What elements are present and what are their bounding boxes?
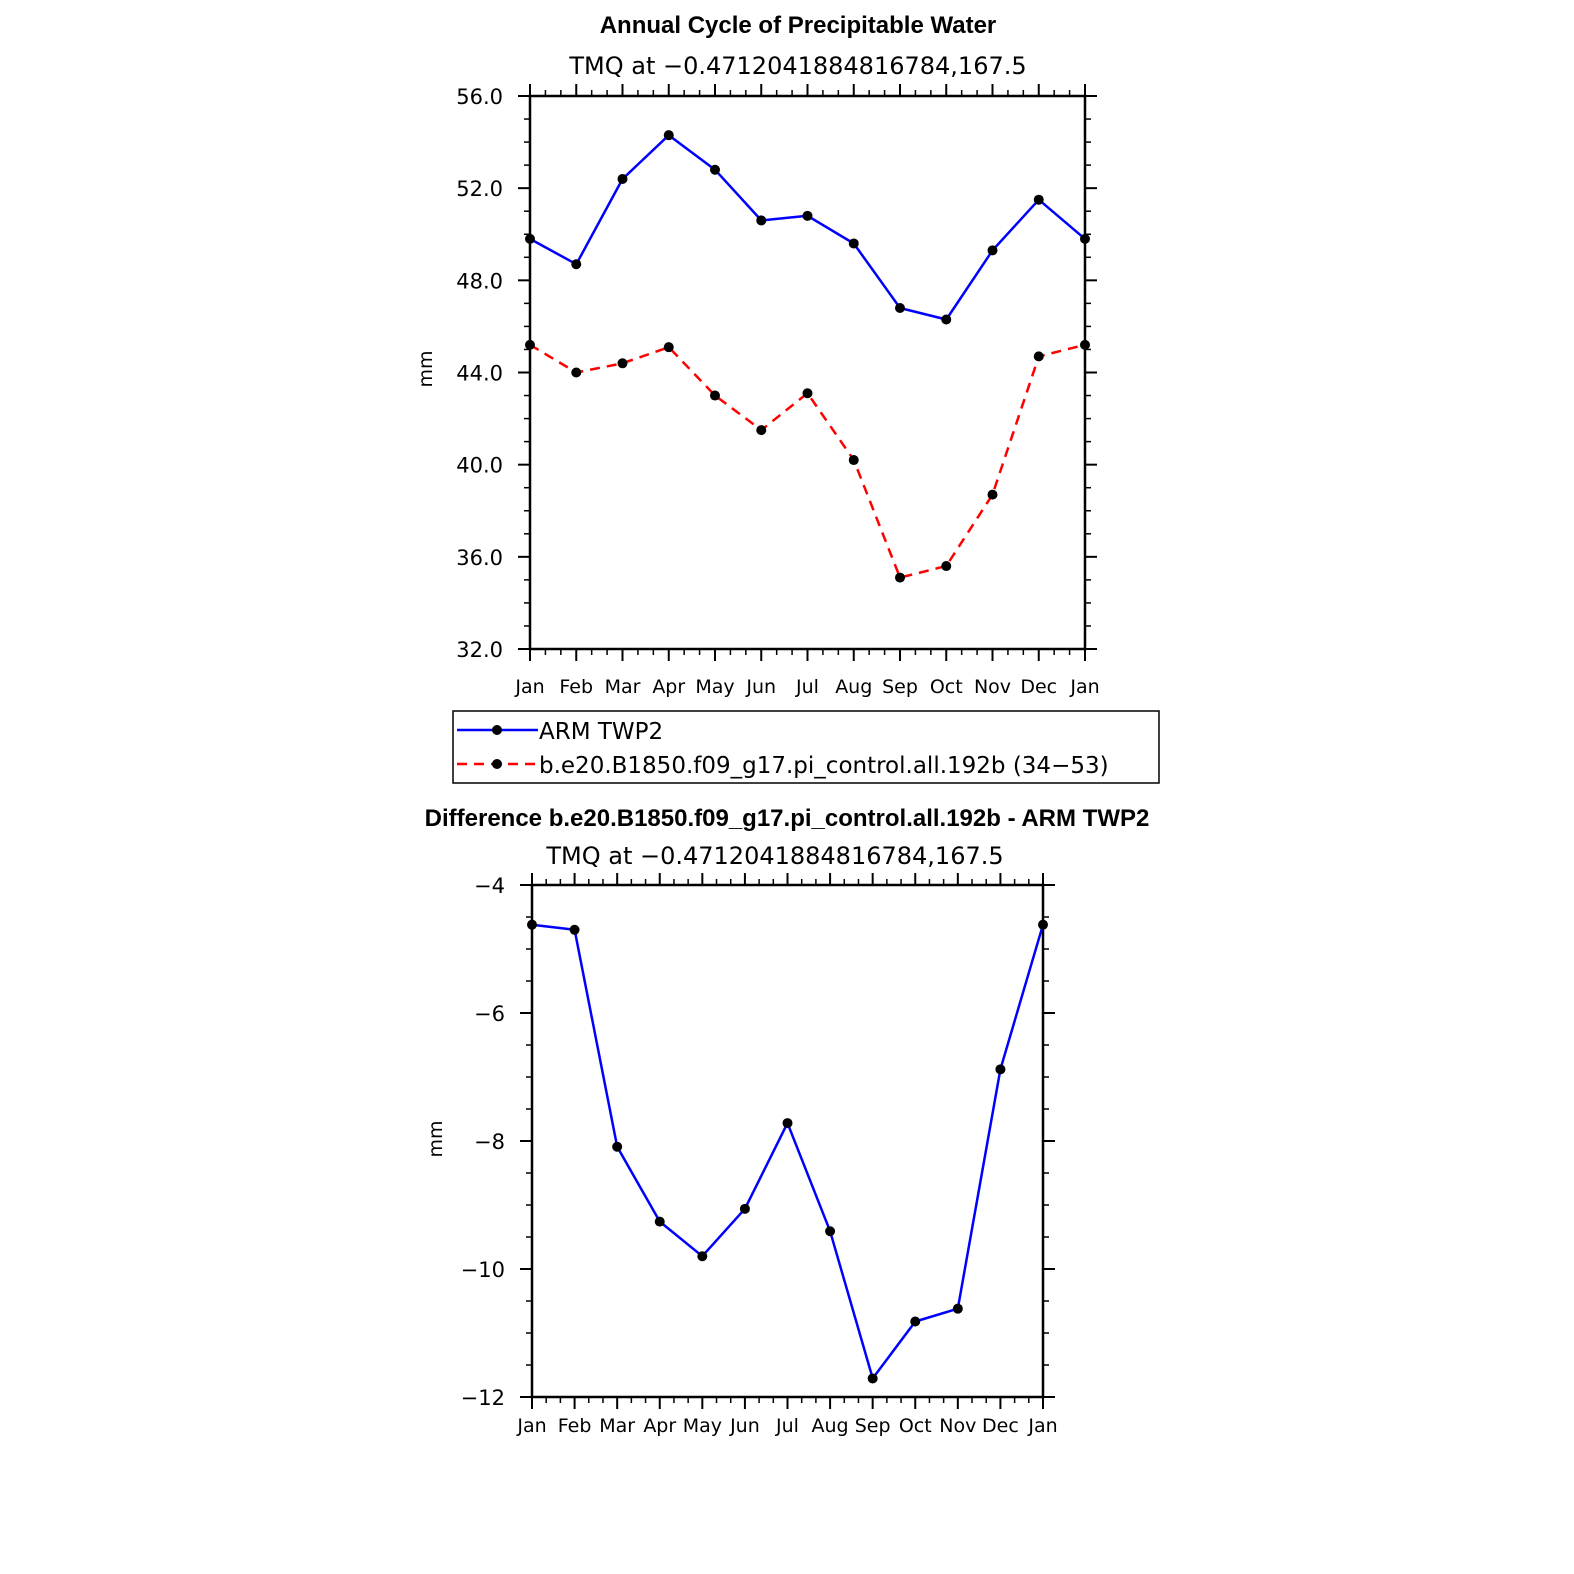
legend-marker-model [492,759,502,769]
data-point [802,388,813,399]
series-line-0 [529,133,1086,321]
x-tick-label: Sep [855,1415,891,1437]
chart-title: Difference b.e20.B1850.f09_g17.pi_contro… [425,805,1150,832]
chart-title: Annual Cycle of Precipitable Water [600,12,997,39]
y-tick-label: −6 [474,1002,505,1026]
series-line-0 [531,923,1045,1380]
y-axis-label: mm [415,350,437,387]
data-point [802,210,813,221]
plot-frame [528,94,1087,651]
data-point [825,1226,836,1237]
annual-cycle-chart: Annual Cycle of Precipitable Water TMQ a… [415,12,1100,698]
data-point [617,358,628,369]
y-tick-label: 44.0 [456,362,503,386]
x-tick-label: May [683,1415,722,1437]
data-point [1038,919,1048,930]
x-tick-label: Feb [559,676,593,698]
x-tick-label: Jul [795,676,819,698]
data-point [952,1303,963,1314]
data-point [1033,194,1044,205]
x-tick-label: Dec [1020,676,1057,698]
x-tick-label: Oct [930,676,963,698]
legend-label-model: b.e20.B1850.f09_g17.pi_control.all.192b … [539,753,1109,779]
y-tick-label: 36.0 [456,546,503,570]
data-point [941,561,952,572]
data-point [756,425,767,436]
y-tick-label: 56.0 [456,85,503,109]
difference-chart: Difference b.e20.B1850.f09_g17.pi_contro… [425,805,1150,1437]
data-point [739,1203,750,1214]
data-point [663,130,674,141]
legend-marker-arm [492,725,502,735]
data-point [710,164,720,175]
x-tick-label: Aug [812,1415,849,1437]
x-tick-label: Dec [982,1415,1019,1437]
y-tick-label: 32.0 [456,638,503,662]
data-point [848,455,859,466]
y-tick-label: −12 [461,1386,505,1410]
data-point [941,314,952,325]
data-point [697,1251,708,1262]
data-point [1080,339,1090,350]
x-tick-label: Jan [1027,1415,1057,1437]
data-point [525,233,535,244]
y-tick-label: 52.0 [456,177,503,201]
data-point [848,238,859,249]
x-tick-label: Nov [939,1415,976,1437]
x-tick-label: Feb [558,1415,592,1437]
data-point [895,302,905,313]
y-tick-label: 40.0 [456,454,503,478]
x-tick-label: Mar [599,1415,635,1437]
x-tick-label: Apr [643,1415,676,1437]
data-point [612,1141,623,1152]
legend-label-arm: ARM TWP2 [539,719,663,745]
x-tick-label: Sep [882,676,918,698]
data-point [617,173,628,184]
legend-frame [452,710,1160,784]
x-tick-label: Nov [974,676,1011,698]
x-tick-label: Apr [652,676,685,698]
data-point [895,572,905,583]
data-point [571,259,582,270]
x-tick-label: Jun [729,1415,760,1437]
data-point [571,367,582,378]
data-point [525,339,535,350]
data-point [710,390,720,401]
y-tick-label: −4 [474,874,505,898]
y-axis-label: mm [425,1120,447,1157]
data-point [910,1316,921,1327]
x-tick-label: Jun [745,676,776,698]
data-point [995,1064,1006,1075]
x-tick-label: Mar [605,676,641,698]
data-point [1033,351,1044,362]
x-tick-label: Jul [775,1415,799,1437]
x-tick-label: May [695,676,734,698]
data-point [1080,233,1090,244]
data-point [654,1216,665,1227]
plot-frame [530,883,1045,1399]
x-tick-label: Jan [1069,676,1099,698]
y-tick-label: −10 [461,1258,505,1282]
series-line-1 [529,343,1086,579]
data-point [527,919,537,930]
x-tick-label: Jan [516,1415,546,1437]
chart-subtitle: TMQ at −0.4712041884816784,167.5 [568,52,1026,80]
y-tick-label: 48.0 [456,269,503,293]
data-point [569,924,580,935]
data-point [663,342,674,353]
x-tick-label: Oct [899,1415,932,1437]
x-tick-label: Aug [835,676,872,698]
data-point [756,215,767,226]
data-point [987,245,998,256]
data-point [987,489,998,500]
legend: ARM TWP2 b.e20.B1850.f09_g17.pi_control.… [452,710,1160,784]
data-point [782,1118,793,1129]
x-tick-label: Jan [514,676,544,698]
data-point [867,1373,878,1384]
chart-subtitle: TMQ at −0.4712041884816784,167.5 [545,842,1003,870]
y-tick-label: −8 [474,1130,505,1154]
